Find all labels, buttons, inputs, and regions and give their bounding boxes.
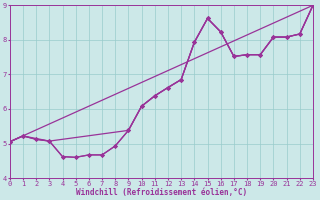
X-axis label: Windchill (Refroidissement éolien,°C): Windchill (Refroidissement éolien,°C): [76, 188, 247, 197]
